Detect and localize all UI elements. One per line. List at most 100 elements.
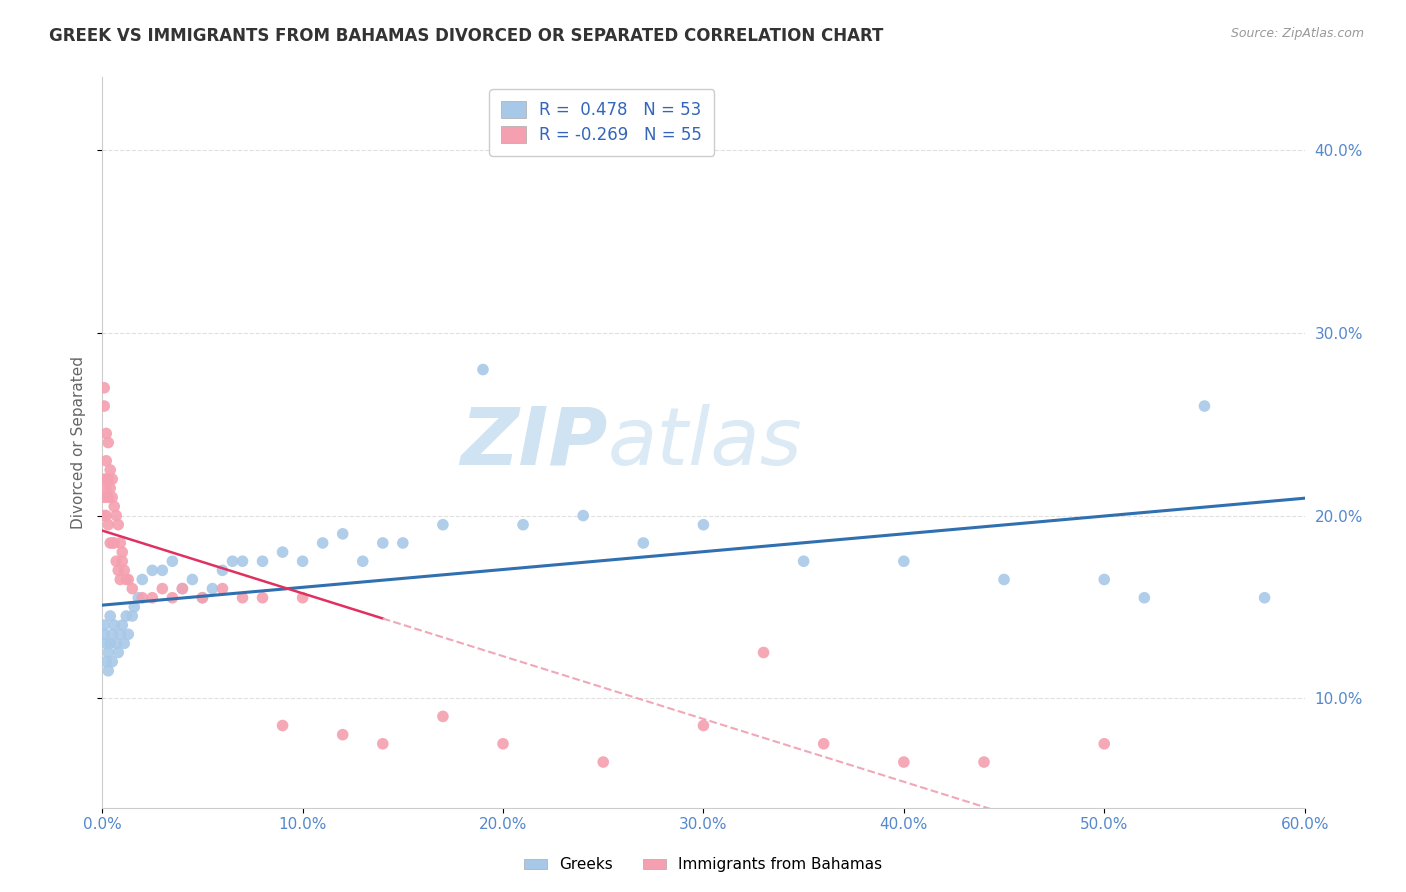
Point [692,517,714,532]
Point [105,508,128,523]
Point [117,627,139,641]
Point [271,718,294,732]
Point [97,646,120,660]
Point [162,554,184,568]
Point [813,737,835,751]
Point [231,591,253,605]
Point [211,582,233,596]
Point [93,381,115,395]
Point [93,618,115,632]
Point [96,454,118,468]
Point [172,582,194,596]
Point [572,508,595,523]
Point [111,545,134,559]
Point [231,554,253,568]
Point [252,591,274,605]
Point [96,636,118,650]
Point [96,655,118,669]
Point [105,636,128,650]
Point [221,554,243,568]
Point [96,426,118,441]
Text: ZIP: ZIP [460,403,607,482]
Point [98,609,121,624]
Point [332,728,354,742]
Point [371,536,394,550]
Point [291,554,314,568]
Point [793,554,815,568]
Point [141,591,163,605]
Point [332,526,354,541]
Point [97,664,120,678]
Point [993,573,1015,587]
Point [110,627,132,641]
Point [291,591,314,605]
Point [103,536,125,550]
Point [93,508,115,523]
Point [492,737,515,751]
Point [141,563,163,577]
Point [150,563,173,577]
Point [1092,573,1115,587]
Point [107,517,129,532]
Point [117,573,139,587]
Point [101,536,124,550]
Point [96,481,118,495]
Point [1194,399,1216,413]
Point [97,435,120,450]
Point [592,755,614,769]
Point [252,554,274,568]
Point [191,591,214,605]
Point [97,517,120,532]
Point [110,573,132,587]
Point [973,755,995,769]
Point [352,554,374,568]
Point [211,563,233,577]
Point [692,718,714,732]
Point [131,591,153,605]
Point [271,545,294,559]
Point [96,508,118,523]
Point [162,591,184,605]
Point [371,737,394,751]
Point [97,472,120,486]
Point [93,472,115,486]
Point [893,554,915,568]
Point [124,599,146,614]
Point [311,536,333,550]
Point [512,517,534,532]
Point [98,481,121,495]
Point [432,709,454,723]
Point [633,536,655,550]
Point [1133,591,1156,605]
Point [98,636,121,650]
Point [103,618,125,632]
Point [107,646,129,660]
Point [97,491,120,505]
Point [107,563,129,577]
Point [893,755,915,769]
Legend: R =  0.478   N = 53, R = -0.269   N = 55: R = 0.478 N = 53, R = -0.269 N = 55 [489,89,714,156]
Point [127,591,149,605]
Text: GREEK VS IMMIGRANTS FROM BAHAMAS DIVORCED OR SEPARATED CORRELATION CHART: GREEK VS IMMIGRANTS FROM BAHAMAS DIVORCE… [49,27,883,45]
Point [1253,591,1275,605]
Point [472,362,495,376]
Point [98,463,121,477]
Point [392,536,415,550]
Point [121,582,143,596]
Point [131,573,153,587]
Point [93,491,115,505]
Point [172,582,194,596]
Point [111,618,134,632]
Point [121,609,143,624]
Point [101,627,124,641]
Point [752,646,775,660]
Point [191,591,214,605]
Point [115,573,138,587]
Point [201,582,224,596]
Point [150,582,173,596]
Point [101,472,124,486]
Point [181,573,204,587]
Point [110,536,132,550]
Point [112,636,135,650]
Point [111,554,134,568]
